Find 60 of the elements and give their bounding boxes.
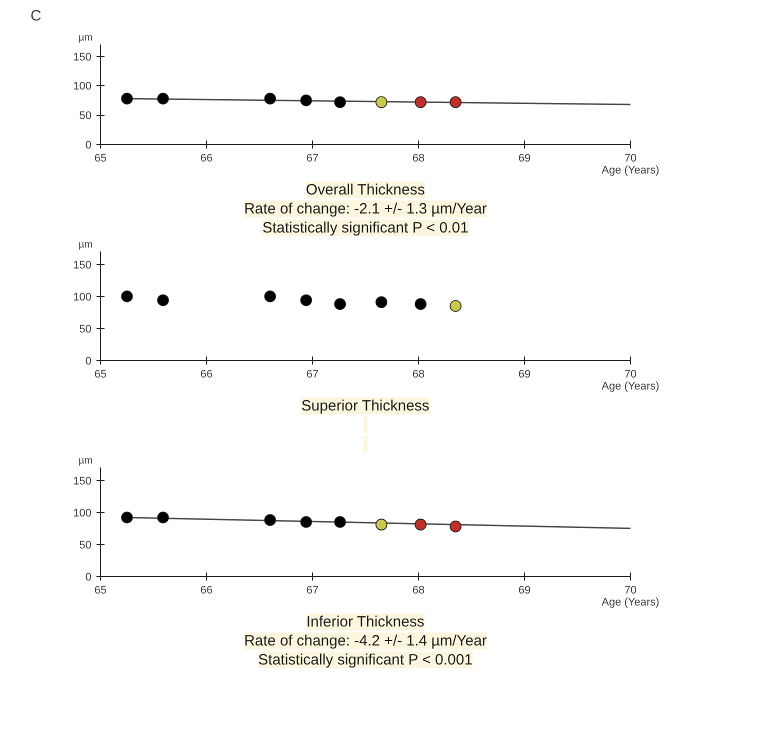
x-tick-label: 70 — [624, 152, 637, 164]
chart-title: C — [30, 8, 42, 24]
y-tick-label: 50 — [79, 323, 92, 336]
point — [157, 294, 169, 306]
y-tick-label: 100 — [73, 291, 92, 304]
x-tick-label: 66 — [200, 152, 213, 164]
y-tick-label: 150 — [73, 259, 92, 272]
text: Superior Thickness — [301, 398, 430, 414]
point — [157, 512, 169, 524]
text: Statistically significant P < 0.01 — [262, 220, 468, 236]
point — [300, 294, 312, 306]
point — [414, 298, 427, 310]
x-axis-title: Age (Years) — [602, 380, 660, 392]
text: Inferior Thickness — [306, 614, 424, 630]
x-tick-label: 65 — [94, 368, 107, 380]
y-tick-label: 150 — [73, 51, 92, 64]
y-tick-label: 0 — [85, 572, 92, 584]
x-tick-label: 68 — [412, 152, 425, 164]
y-tick-label: 50 — [79, 539, 92, 552]
x-tick-label: 69 — [518, 584, 531, 596]
point — [376, 518, 388, 530]
x-tick-label: 70 — [624, 368, 637, 380]
x-tick-label: 69 — [518, 152, 531, 164]
x-tick-label: 70 — [624, 584, 637, 596]
point — [334, 298, 346, 310]
point — [121, 512, 133, 524]
point — [414, 518, 427, 530]
y-tick-label: 100 — [73, 507, 92, 520]
point — [376, 296, 388, 308]
point — [334, 516, 346, 528]
point — [450, 300, 462, 312]
point — [264, 514, 276, 526]
y-tick-label: 100 — [73, 80, 92, 93]
x-tick-label: 65 — [94, 152, 107, 164]
x-tick-label: 69 — [518, 368, 531, 380]
text: Overall Thickness — [306, 182, 425, 198]
y-tick-label: 150 — [73, 475, 92, 488]
point — [264, 290, 276, 302]
x-tick-label: 67 — [306, 368, 319, 380]
text: Statistically significant P < 0.001 — [258, 652, 473, 668]
point — [121, 290, 133, 302]
x-tick-label: 66 — [200, 584, 213, 596]
x-axis-title: Age (Years) — [602, 164, 660, 176]
y-tick-label: 0 — [85, 140, 92, 152]
point — [450, 520, 462, 532]
y-axis-title: µm — [78, 456, 93, 466]
x-tick-label: 68 — [412, 584, 425, 596]
x-tick-label: 67 — [306, 152, 319, 164]
x-axis-title: Age (Years) — [602, 596, 660, 608]
point — [300, 516, 312, 528]
x-tick-label: 66 — [200, 368, 213, 380]
x-tick-label: 68 — [412, 368, 425, 380]
x-tick-label: 67 — [306, 584, 319, 596]
y-tick-label: 50 — [79, 110, 92, 122]
text: Rate of change: -4.2 +/- 1.4 µm/Year — [244, 632, 487, 650]
y-axis-title: µm — [78, 240, 93, 250]
y-axis-title: µm — [78, 32, 93, 44]
x-tick-label: 65 — [94, 584, 107, 596]
y-tick-label: 0 — [85, 356, 92, 368]
text: Rate of change: -2.1 +/- 1.3 µm/Year — [244, 200, 487, 218]
